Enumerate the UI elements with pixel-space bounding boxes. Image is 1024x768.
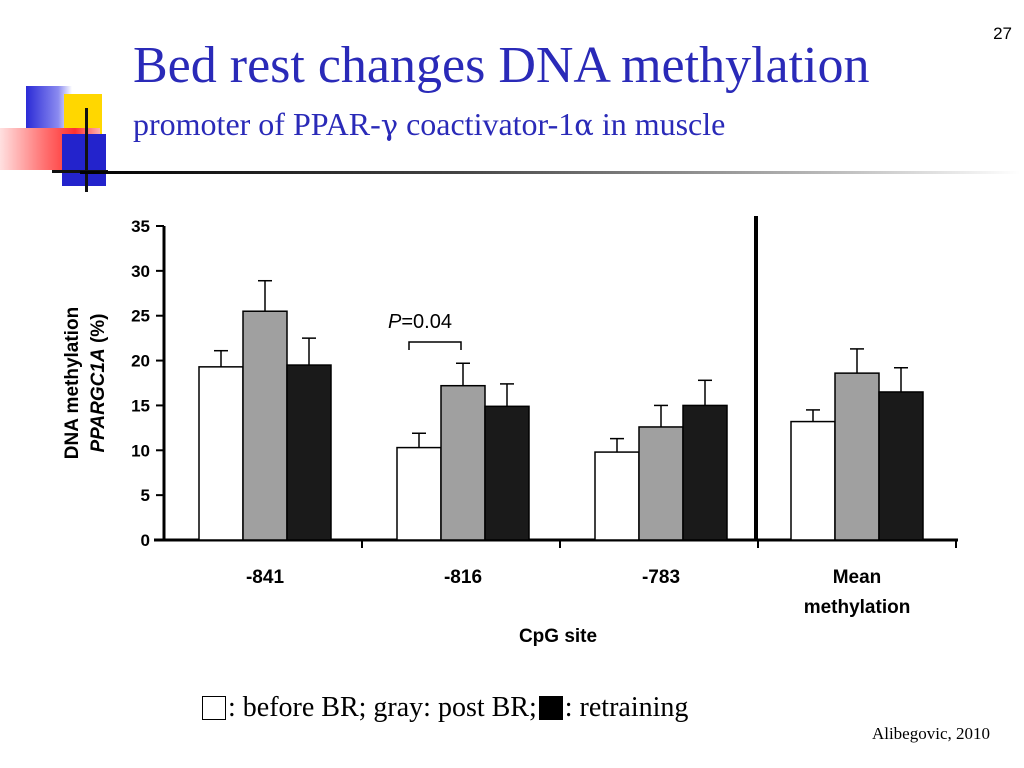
y-tick-label: 15 (131, 396, 150, 415)
bar (484, 405, 530, 541)
x-category-label: -816 (444, 567, 482, 588)
bar (878, 391, 924, 541)
x-category-label: -841 (246, 567, 284, 588)
citation: Alibegovic, 2010 (871, 724, 990, 743)
y-tick-label: 10 (131, 441, 150, 460)
legend-text-retraining: : retraining (564, 692, 689, 723)
p-value-text: =0.04 (401, 311, 452, 333)
y-axis-title: DNA methylation (62, 307, 83, 459)
bar (198, 366, 244, 541)
y-axis-gene-name: PPARGC1A (88, 348, 109, 452)
y-tick-label: 5 (141, 486, 150, 505)
y-axis-title-gene: PPARGC1A (%) (88, 314, 109, 453)
slide-subtitle: promoter of PPAR-γ coactivator-1α in mus… (133, 108, 725, 140)
legend-swatch-before (202, 696, 226, 720)
p-value-symbol: P (388, 311, 402, 333)
x-category-label: -783 (642, 567, 680, 588)
legend-swatch-retraining (538, 696, 563, 720)
bar (440, 384, 486, 541)
bar (638, 426, 684, 541)
slide-number: 27 (993, 24, 1012, 43)
x-category-label-line: methylation (804, 597, 911, 618)
y-tick-label: 35 (131, 217, 150, 236)
bar (594, 451, 640, 541)
bar (286, 364, 332, 541)
y-tick-label: 0 (141, 531, 150, 550)
bar (396, 446, 442, 541)
bar (242, 310, 288, 541)
legend-caption: : before BR; gray: post BR; : retraining (200, 694, 688, 722)
y-tick-label: 25 (131, 307, 150, 326)
subtitle-mid: coactivator-1 (398, 106, 575, 142)
title-rule (80, 171, 1020, 174)
bar (790, 420, 836, 541)
p-value-annotation: P=0.04 (388, 311, 452, 333)
legend-text-before: : before BR; gray: post BR; (228, 692, 537, 723)
bar (682, 404, 728, 541)
subtitle-post: in muscle (593, 106, 726, 142)
subtitle-gamma: γ (380, 108, 399, 142)
subtitle-pre: promoter of PPAR- (133, 106, 381, 142)
y-tick-label: 30 (131, 262, 150, 281)
decorative-blue-block (62, 134, 106, 186)
x-axis-title: CpG site (519, 626, 597, 647)
x-category-label-line: Mean (833, 567, 882, 588)
bar (834, 372, 880, 541)
y-tick-label: 20 (131, 352, 150, 371)
decorative-vertical-line (85, 108, 88, 192)
slide-title: Bed rest changes DNA methylation (133, 37, 870, 94)
subtitle-alpha: α (574, 108, 594, 142)
y-axis-unit: (%) (88, 314, 109, 349)
x-category-label: Mean methylation (804, 567, 911, 618)
significance-bracket (408, 341, 462, 350)
